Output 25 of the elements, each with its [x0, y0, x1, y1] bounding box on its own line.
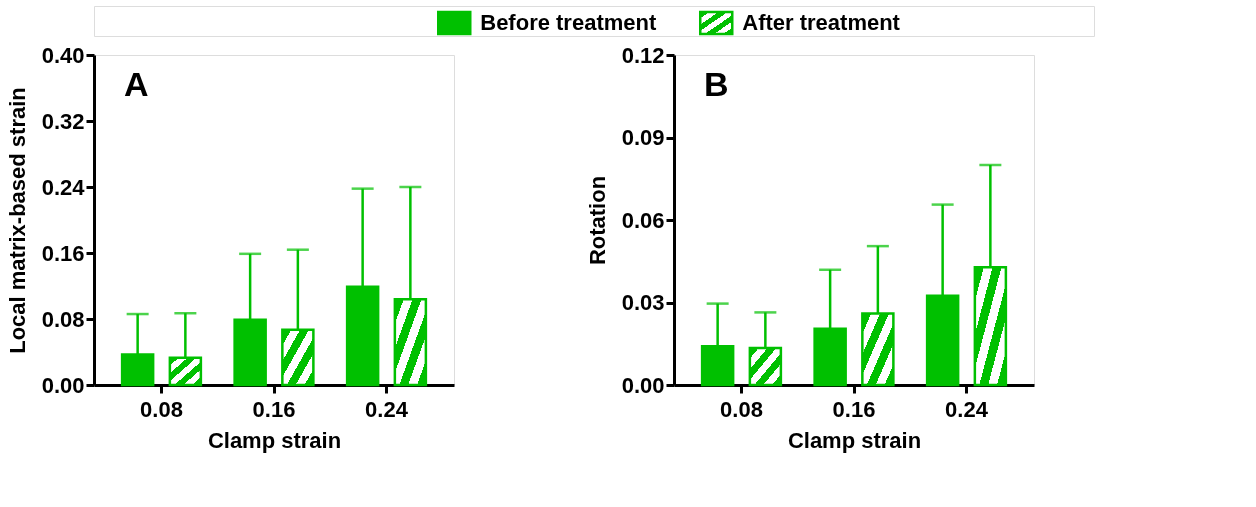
x-axis-title: Clamp strain — [207, 427, 342, 453]
y-tick-label: 0.03 — [621, 290, 665, 315]
y-tick-label: 0.06 — [621, 207, 665, 233]
x-tick-label: 0.24 — [365, 396, 409, 422]
y-axis-title: Rotation — [584, 175, 610, 266]
y-tick-label: 0.16 — [41, 240, 85, 266]
legend-label: Before treatment — [480, 10, 657, 35]
y-tick-label: 0.08 — [41, 306, 85, 332]
y-axis-title: Local matrix-based strain — [4, 87, 30, 354]
x-tick-label: 0.08 — [720, 396, 763, 422]
y-tick-label: 0.40 — [41, 42, 85, 68]
annotation: B — [704, 65, 729, 103]
y-tick-label: 0.24 — [41, 174, 86, 200]
x-tick-label: 0.16 — [832, 396, 876, 422]
y-tick-label: 0.00 — [41, 372, 85, 398]
x-axis-title: Clamp strain — [787, 427, 922, 453]
y-tick-label: 0.32 — [41, 108, 85, 134]
annotation: A — [124, 65, 149, 103]
y-tick-label: 0.00 — [621, 372, 665, 398]
y-tick-label: 0.12 — [621, 42, 665, 68]
legend-label: After treatment — [742, 10, 901, 35]
x-tick-label: 0.16 — [252, 396, 296, 422]
x-tick-label: 0.24 — [945, 396, 989, 422]
x-tick-label: 0.08 — [140, 396, 183, 422]
y-tick-label: 0.09 — [621, 125, 665, 150]
